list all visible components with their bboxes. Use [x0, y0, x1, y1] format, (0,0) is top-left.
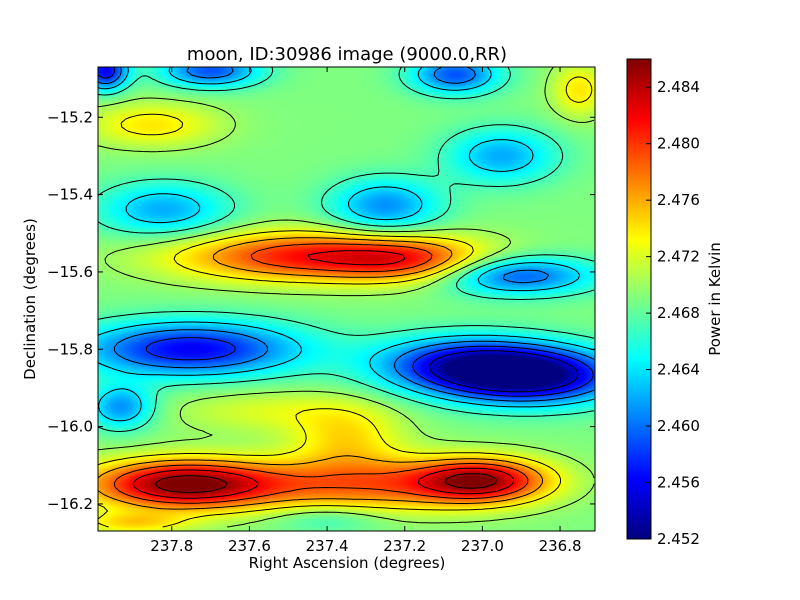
colorbar-tick-label: 2.472 [657, 248, 700, 266]
contour-line [97, 66, 595, 528]
x-tick-label: 237.6 [228, 537, 271, 555]
contour-line [113, 243, 529, 504]
colorbar-label: Power in Kelvin [706, 242, 724, 356]
contour-line [97, 66, 595, 422]
colorbar: 2.452 2.456 2.460 2.464 2.468 2.472 2.476 2.480… [626, 58, 724, 548]
x-tick-label: 237.4 [306, 537, 349, 555]
x-axis-label: Right Ascension (degrees) [249, 554, 446, 572]
colorbar-tick-label: 2.476 [657, 191, 700, 209]
x-axis-ticks: 237.8 237.6 237.4 237.2 237.0 236.8 [150, 67, 582, 555]
y-axis-label: Declination (degrees) [21, 218, 39, 380]
contour-line [155, 473, 497, 493]
chart-title: moon, ID:30986 image (9000.0,RR) [187, 44, 507, 65]
y-tick-label: −16.0 [47, 418, 93, 436]
y-tick-label: −15.2 [47, 108, 93, 126]
colorbar-gradient [627, 59, 651, 539]
colorbar-tick-label: 2.480 [657, 135, 700, 153]
colorbar-tick-label: 2.468 [657, 304, 700, 322]
colorbar-tick-label: 2.464 [657, 361, 700, 379]
contour-line [132, 250, 515, 499]
contour-line [97, 66, 595, 432]
y-tick-label: −15.8 [47, 340, 93, 358]
y-tick-label: −15.6 [47, 263, 93, 281]
colorbar-ticks: 2.452 2.456 2.460 2.464 2.468 2.472 2.476 2.480… [646, 78, 700, 548]
colorbar-tick-label: 2.484 [657, 78, 700, 96]
colorbar-frame [626, 58, 652, 540]
x-tick-label: 237.8 [150, 537, 193, 555]
contour-line [97, 76, 593, 528]
colorbar-tick-label: 2.452 [657, 530, 700, 548]
contour-line [97, 237, 543, 510]
x-tick-label: 236.8 [539, 537, 582, 555]
x-tick-label: 237.0 [461, 537, 504, 555]
contour-line [428, 350, 579, 393]
y-tick-label: −16.2 [47, 495, 93, 513]
plot-area [97, 66, 596, 532]
contour-lines [97, 66, 595, 528]
contour-line [97, 66, 595, 402]
y-tick-label: −15.4 [47, 186, 93, 204]
y-axis-ticks: −15.2 −15.4 −15.6 −15.8 −16.0 −16.2 [47, 108, 595, 513]
plot-frame [97, 66, 596, 532]
x-tick-label: 237.2 [383, 537, 426, 555]
colorbar-tick-label: 2.460 [657, 417, 700, 435]
colorbar-tick-label: 2.456 [657, 474, 700, 492]
